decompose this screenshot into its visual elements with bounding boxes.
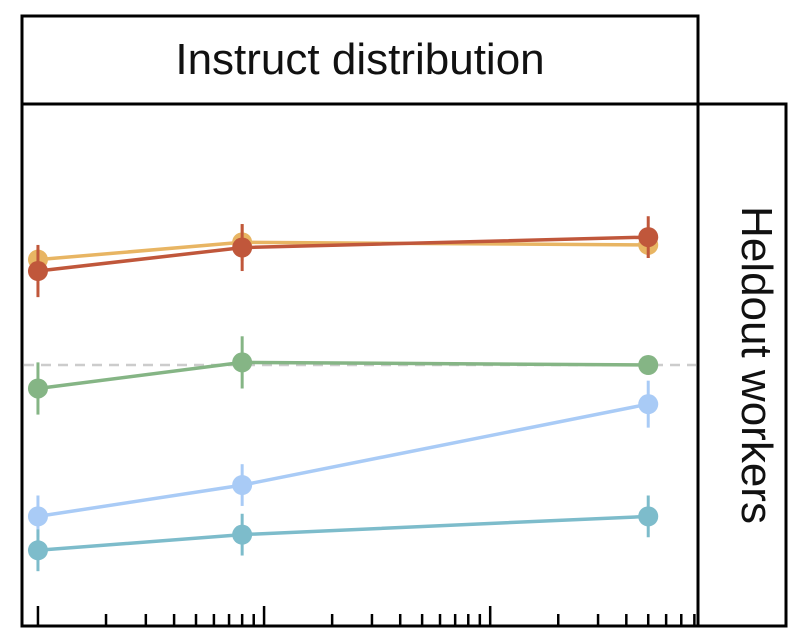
data-point [232, 352, 252, 372]
facet-label: Heldout workers [732, 206, 781, 524]
data-point [638, 394, 658, 414]
data-point [638, 506, 658, 526]
data-point [28, 540, 48, 560]
data-point [28, 378, 48, 398]
data-point [232, 238, 252, 258]
chart-title: Instruct distribution [175, 35, 544, 84]
data-point [232, 525, 252, 545]
data-point [638, 227, 658, 247]
data-point [638, 355, 658, 375]
data-point [232, 475, 252, 495]
data-point [28, 261, 48, 281]
data-point [28, 506, 48, 526]
